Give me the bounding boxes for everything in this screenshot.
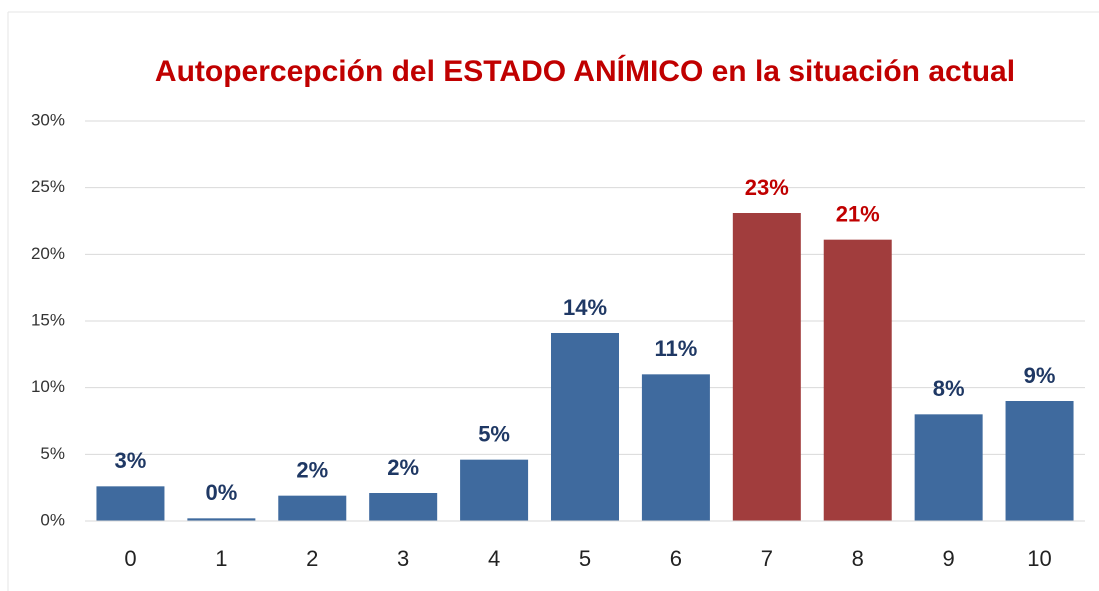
x-tick-label: 3	[397, 546, 409, 571]
x-tick-label: 10	[1027, 546, 1051, 571]
y-tick-label: 20%	[31, 244, 65, 263]
y-tick-label: 15%	[31, 310, 65, 329]
bar	[278, 495, 347, 521]
data-label: 0%	[205, 480, 237, 505]
bar	[369, 493, 438, 521]
bar	[187, 518, 256, 521]
x-tick-label: 1	[215, 546, 227, 571]
data-label: 5%	[478, 421, 510, 446]
bar	[551, 333, 619, 521]
y-tick-label: 0%	[40, 510, 65, 529]
data-label: 2%	[387, 455, 419, 480]
data-label: 23%	[745, 175, 789, 200]
bar	[96, 486, 165, 521]
y-tick-label: 30%	[31, 110, 65, 129]
bar	[823, 239, 892, 521]
data-label: 14%	[563, 295, 607, 320]
x-tick-label: 9	[943, 546, 955, 571]
data-label: 21%	[836, 201, 880, 226]
x-tick-label: 4	[488, 546, 500, 571]
bar	[914, 414, 983, 521]
y-tick-label: 25%	[31, 177, 65, 196]
x-tick-label: 2	[306, 546, 318, 571]
data-label: 9%	[1024, 363, 1056, 388]
y-tick-label: 5%	[40, 444, 65, 463]
x-tick-label: 5	[579, 546, 591, 571]
y-tick-label: 10%	[31, 377, 65, 396]
bar	[460, 459, 529, 521]
bar	[732, 213, 801, 521]
x-tick-label: 7	[761, 546, 773, 571]
bar	[641, 374, 710, 521]
bar	[1005, 401, 1074, 521]
data-label: 11%	[654, 336, 697, 361]
data-label: 3%	[115, 448, 147, 473]
x-tick-label: 0	[124, 546, 136, 571]
data-label: 8%	[933, 376, 965, 401]
data-label: 2%	[296, 457, 328, 482]
x-tick-label: 8	[852, 546, 864, 571]
chart-title: Autopercepción del ESTADO ANÍMICO en la …	[154, 55, 1016, 88]
x-tick-label: 6	[670, 546, 682, 571]
